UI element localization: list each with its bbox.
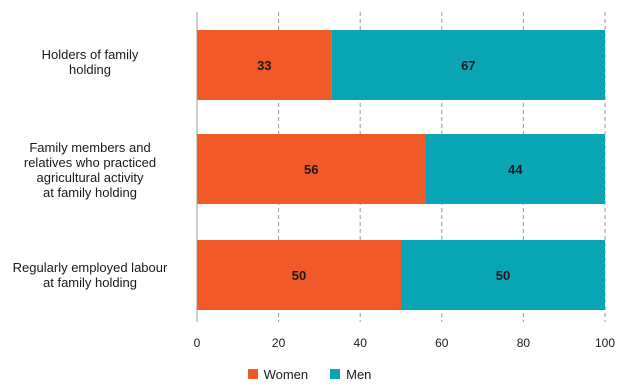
- category-label-2: Regularly employed labour at family hold…: [12, 260, 168, 290]
- category-label-1: Family members and relatives who practic…: [23, 140, 157, 200]
- data-label-men-1: 44: [508, 162, 523, 177]
- legend-item-women: Women: [247, 366, 309, 382]
- x-tick-label-80: 80: [517, 336, 531, 350]
- bar-men-2: [401, 240, 605, 310]
- x-tick-label-40: 40: [354, 336, 368, 350]
- legend-swatch-women: [247, 369, 258, 379]
- legend-label-women: Women: [263, 366, 309, 382]
- bar-men-0: [331, 30, 605, 100]
- bar-women-1: [197, 134, 426, 204]
- legend: Women Men: [0, 366, 619, 382]
- x-tick-label-20: 20: [272, 336, 286, 350]
- bar-men-1: [425, 134, 605, 204]
- legend-label-men: Men: [346, 366, 372, 382]
- category-label-0: Holders of family holding: [41, 47, 139, 77]
- x-tick-label-60: 60: [435, 336, 449, 350]
- data-label-women-1: 56: [304, 162, 318, 177]
- data-label-men-2: 50: [496, 268, 510, 283]
- data-label-men-0: 67: [461, 58, 475, 73]
- x-tick-label-100: 100: [595, 336, 615, 350]
- data-label-women-0: 33: [257, 58, 271, 73]
- bar-women-0: [197, 30, 332, 100]
- legend-swatch-men: [330, 369, 341, 379]
- legend-item-men: Men: [330, 367, 371, 382]
- x-tick-label-0: 0: [194, 336, 201, 350]
- bar-women-2: [197, 240, 401, 310]
- data-label-women-2: 50: [292, 268, 306, 283]
